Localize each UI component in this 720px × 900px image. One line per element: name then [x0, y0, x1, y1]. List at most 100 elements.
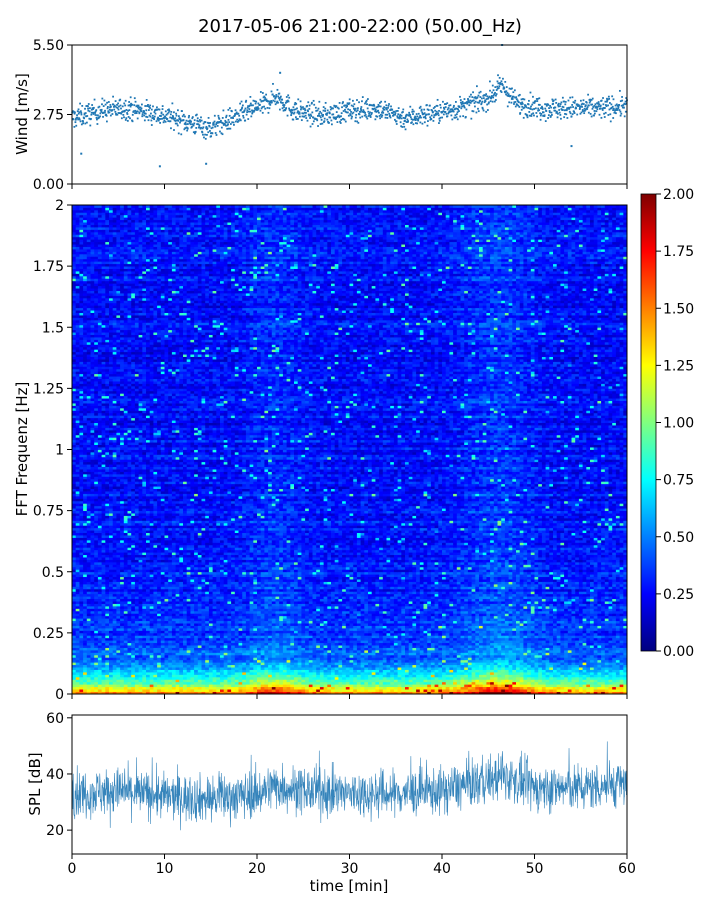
- spectrogram-cell: [509, 682, 513, 685]
- spectrogram-cell: [390, 657, 394, 660]
- spectrogram-cell: [472, 657, 476, 660]
- spectrogram-cell: [290, 674, 294, 677]
- spectrogram-cell: [250, 665, 254, 668]
- spectrogram-cell: [498, 689, 502, 692]
- wind-point: [142, 113, 144, 115]
- spectrogram-cell: [213, 665, 217, 668]
- spectrogram-cell: [261, 670, 265, 673]
- spectrogram-cell: [87, 662, 91, 665]
- wind-point: [115, 100, 117, 102]
- spectrogram-cell: [176, 687, 180, 690]
- spectrogram-cell: [361, 645, 365, 648]
- spectrogram-cell: [235, 648, 239, 651]
- spectrogram-cell: [231, 665, 235, 668]
- spectrogram-cell: [442, 640, 446, 643]
- spectrogram-cell: [231, 652, 235, 655]
- spectrogram-cell: [512, 662, 516, 665]
- spectrogram-cell: [483, 689, 487, 692]
- spectrogram-cell: [279, 682, 283, 685]
- spectrogram-cell: [586, 677, 590, 680]
- spectrogram-cell: [586, 650, 590, 653]
- spectrogram-cell: [168, 650, 172, 653]
- spectrogram-cell: [509, 689, 513, 692]
- spectrogram-cell: [113, 677, 117, 680]
- wind-point: [159, 122, 161, 124]
- spectrogram-cell: [320, 640, 324, 643]
- spectrogram-cell: [124, 682, 128, 685]
- spectrogram-cell: [98, 687, 102, 690]
- spectrogram-cell: [486, 655, 490, 658]
- spectrogram-cell: [294, 638, 298, 641]
- spectrogram-cell: [176, 652, 180, 655]
- spectrogram-cell: [153, 684, 157, 687]
- spectrogram-cell: [227, 643, 231, 646]
- spectrogram-cell: [472, 643, 476, 646]
- spectrogram-cell: [394, 660, 398, 663]
- spectrogram-cell: [405, 665, 409, 668]
- spectrogram-cell: [213, 670, 217, 673]
- spectrogram-cell: [198, 674, 202, 677]
- spectrogram-cell: [120, 662, 124, 665]
- wind-point: [143, 110, 145, 112]
- spectrogram-cell: [301, 682, 305, 685]
- spectrogram-heatmap: [72, 205, 627, 694]
- spectrogram-cell: [401, 643, 405, 646]
- spectrogram-cell: [542, 689, 546, 692]
- wind-point: [283, 106, 285, 108]
- wind-point: [238, 115, 240, 117]
- wind-point: [249, 111, 251, 113]
- spectrogram-cell: [553, 687, 557, 690]
- spectrogram-cell: [353, 674, 357, 677]
- wind-point: [331, 123, 333, 125]
- spectrogram-cell: [401, 648, 405, 651]
- wind-point: [213, 124, 215, 126]
- spectrogram-cell: [179, 677, 183, 680]
- spectrogram-cell: [520, 655, 524, 658]
- spectrogram-cell: [213, 667, 217, 670]
- spectrogram-cell: [457, 650, 461, 653]
- spectrogram-cell: [427, 684, 431, 687]
- spectrogram-cell: [575, 665, 579, 668]
- spectrogram-cell: [431, 655, 435, 658]
- spectrogram-cell: [220, 660, 224, 663]
- wind-point: [186, 120, 188, 122]
- spectrogram-cell: [594, 672, 598, 675]
- spectrogram-cell: [361, 670, 365, 673]
- spectrogram-cell: [113, 660, 117, 663]
- spectrogram-cell: [486, 643, 490, 646]
- spectrogram-cell: [401, 645, 405, 648]
- spectrogram-cell: [116, 665, 120, 668]
- spectrogram-cell: [516, 667, 520, 670]
- spectrogram-cell: [583, 655, 587, 658]
- spectrogram-cell: [276, 650, 280, 653]
- spectrogram-cell: [216, 643, 220, 646]
- spectrogram-cell: [261, 662, 265, 665]
- spectrogram-cell: [309, 643, 313, 646]
- wind-point: [575, 107, 577, 109]
- spectrogram-cell: [305, 672, 309, 675]
- wind-point: [330, 120, 332, 122]
- spectrogram-cell: [338, 689, 342, 692]
- wind-point: [202, 126, 204, 128]
- spectrogram-cell: [575, 687, 579, 690]
- wind-point: [79, 119, 81, 121]
- wind-point: [327, 110, 329, 112]
- spectrogram-cell: [479, 640, 483, 643]
- spectrogram-cell: [116, 689, 120, 692]
- spectrogram-cell: [309, 662, 313, 665]
- spectrogram-cell: [516, 689, 520, 692]
- spectrogram-cell: [109, 672, 113, 675]
- spectrogram-cell: [464, 648, 468, 651]
- spectrogram-cell: [79, 667, 83, 670]
- wind-point: [128, 109, 130, 111]
- spectrogram-cell: [409, 687, 413, 690]
- spectrogram-cell: [535, 670, 539, 673]
- wind-point: [86, 122, 88, 124]
- wind-point: [355, 117, 357, 119]
- spectrogram-cell: [91, 648, 95, 651]
- spectrogram-cell: [342, 670, 346, 673]
- wind-point: [593, 115, 595, 117]
- wind-point: [235, 121, 237, 123]
- wind-point: [197, 120, 199, 122]
- wind-point: [279, 99, 281, 101]
